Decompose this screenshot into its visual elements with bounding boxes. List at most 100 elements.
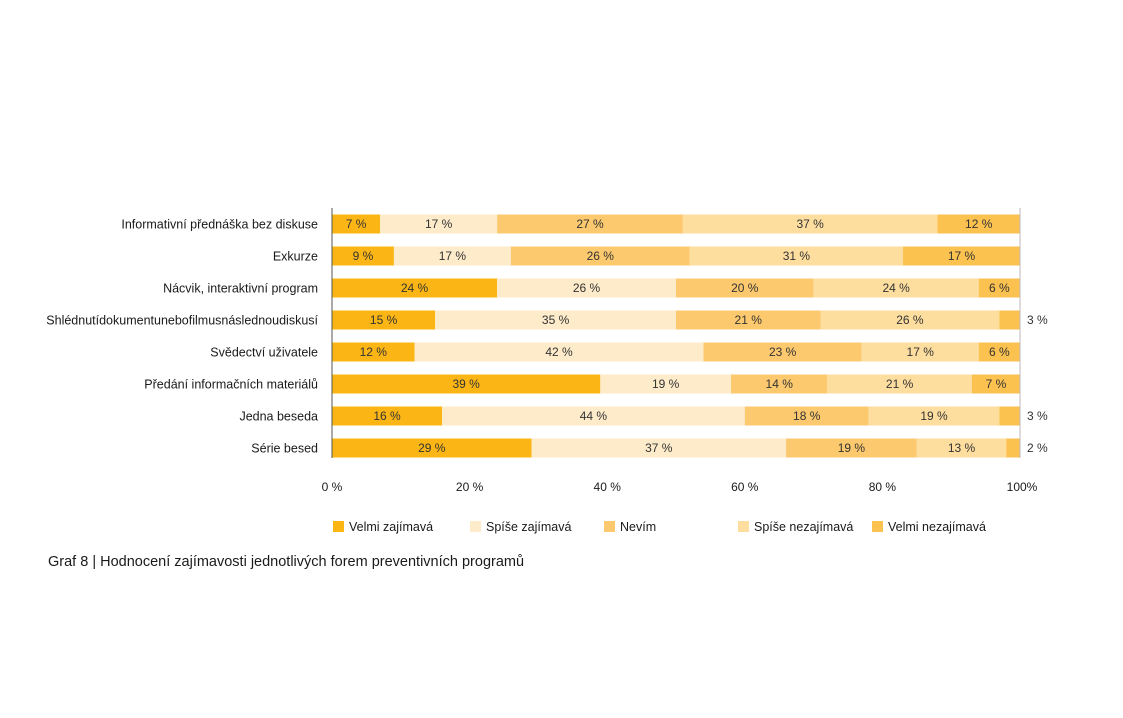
bar-segment-spise-zajimava — [531, 438, 787, 458]
data-label: 6 % — [989, 281, 1010, 295]
bar-segment-velmi-zajimava — [332, 214, 381, 234]
bar-segment-spise-nezajimava — [689, 246, 904, 266]
category-label: Jedna beseda — [239, 410, 318, 424]
bar-segment-velmi-zajimava — [332, 278, 498, 298]
bar-segment-nevim — [676, 278, 814, 298]
data-label: 16 % — [373, 409, 401, 423]
data-label: 24 % — [882, 281, 910, 295]
data-label: 29 % — [418, 441, 446, 455]
data-label: 7 % — [346, 217, 367, 231]
bar-segment-spise-nezajimava — [916, 438, 1007, 458]
bar-segment-velmi-nezajimava — [999, 310, 1020, 330]
data-label: 12 % — [360, 345, 388, 359]
category-label: Předání informačních materiálů — [144, 378, 318, 392]
bar-segment-spise-nezajimava — [861, 342, 979, 362]
category-label: Informativní přednáška bez diskuse — [121, 218, 318, 232]
x-tick-label: 20 % — [456, 480, 484, 494]
bar-segment-velmi-zajimava — [332, 406, 443, 426]
figure-caption: Graf 8 | Hodnocení zajímavosti jednotliv… — [48, 554, 525, 570]
legend-label: Spíše nezajímavá — [754, 520, 853, 534]
data-label: 6 % — [989, 345, 1010, 359]
data-label: 21 % — [886, 377, 914, 391]
bar-segment-velmi-nezajimava — [1006, 438, 1020, 458]
data-label: 23 % — [769, 345, 797, 359]
bar-segment-velmi-zajimava — [332, 438, 532, 458]
bar-segment-velmi-nezajimava — [903, 246, 1020, 266]
bar-segment-spise-nezajimava — [682, 214, 938, 234]
legend-label: Velmi nezajímavá — [888, 520, 986, 534]
x-tick-label: 100% — [1007, 480, 1038, 494]
data-label: 13 % — [948, 441, 976, 455]
data-label: 44 % — [580, 409, 608, 423]
bar-segment-velmi-nezajimava — [978, 278, 1020, 298]
x-tick-label: 0 % — [322, 480, 343, 494]
bar-segment-nevim — [497, 214, 683, 234]
bar-segment-spise-nezajimava — [868, 406, 1000, 426]
data-label: 20 % — [731, 281, 759, 295]
data-label: 12 % — [965, 217, 993, 231]
category-label: Shlédnutídokumentunebofilmusnáslednoudis… — [46, 314, 318, 328]
bar-segment-spise-zajimava — [414, 342, 704, 362]
bar-segment-velmi-zajimava — [332, 310, 436, 330]
category-label: Série besed — [251, 442, 318, 456]
data-label: 17 % — [439, 249, 467, 263]
x-tick-label: 60 % — [731, 480, 759, 494]
category-label: Nácvik, interaktivní program — [163, 282, 318, 296]
bar-segment-nevim — [744, 406, 869, 426]
data-label: 27 % — [576, 217, 604, 231]
x-tick-label: 40 % — [594, 480, 622, 494]
legend-swatch-nevim — [604, 521, 615, 532]
data-label: 21 % — [735, 313, 763, 327]
category-label: Svědectví uživatele — [210, 346, 318, 360]
data-label: 3 % — [1027, 409, 1048, 423]
bar-segment-spise-zajimava — [600, 374, 732, 394]
legend-swatch-velmi-zajimava — [333, 521, 344, 532]
data-label: 42 % — [545, 345, 573, 359]
bar-segment-nevim — [510, 246, 690, 266]
bar-segment-nevim — [786, 438, 917, 458]
bar-segment-velmi-nezajimava — [937, 214, 1020, 234]
bar-segment-spise-nezajimava — [813, 278, 979, 298]
bar-segment-spise-nezajimava — [827, 374, 972, 394]
bar-segment-velmi-zajimava — [332, 246, 394, 266]
data-label: 26 % — [587, 249, 615, 263]
bar-segment-spise-zajimava — [435, 310, 676, 330]
bar-segment-spise-zajimava — [442, 406, 745, 426]
bar-segment-spise-zajimava — [380, 214, 498, 234]
data-label: 24 % — [401, 281, 429, 295]
legend-label: Velmi zajímavá — [349, 520, 433, 534]
bar-segment-nevim — [731, 374, 828, 394]
data-label: 9 % — [353, 249, 374, 263]
bar-segment-velmi-zajimava — [332, 342, 415, 362]
data-label: 17 % — [948, 249, 976, 263]
bar-segment-spise-zajimava — [393, 246, 511, 266]
data-label: 15 % — [370, 313, 398, 327]
data-label: 37 % — [645, 441, 673, 455]
legend-swatch-velmi-nezajimava — [872, 521, 883, 532]
data-label: 7 % — [986, 377, 1007, 391]
data-label: 17 % — [907, 345, 935, 359]
bar-segment-velmi-nezajimava — [971, 374, 1020, 394]
data-label: 39 % — [452, 377, 480, 391]
data-label: 2 % — [1027, 441, 1048, 455]
legend-swatch-spise-zajimava — [470, 521, 481, 532]
bar-segment-velmi-zajimava — [332, 374, 601, 394]
bar-segment-velmi-nezajimava — [999, 406, 1020, 426]
data-label: 35 % — [542, 313, 570, 327]
data-label: 31 % — [783, 249, 811, 263]
bar-segment-spise-zajimava — [497, 278, 676, 298]
data-label: 14 % — [766, 377, 794, 391]
data-label: 3 % — [1027, 313, 1048, 327]
data-label: 17 % — [425, 217, 453, 231]
x-tick-label: 80 % — [869, 480, 897, 494]
bar-segment-nevim — [676, 310, 821, 330]
data-label: 26 % — [573, 281, 601, 295]
bar-segment-velmi-nezajimava — [978, 342, 1020, 362]
data-label: 19 % — [652, 377, 680, 391]
category-label: Exkurze — [273, 250, 318, 264]
legend-swatch-spise-nezajimava — [738, 521, 749, 532]
legend-label: Nevím — [620, 520, 656, 534]
data-label: 19 % — [920, 409, 948, 423]
bar-segment-nevim — [703, 342, 862, 362]
